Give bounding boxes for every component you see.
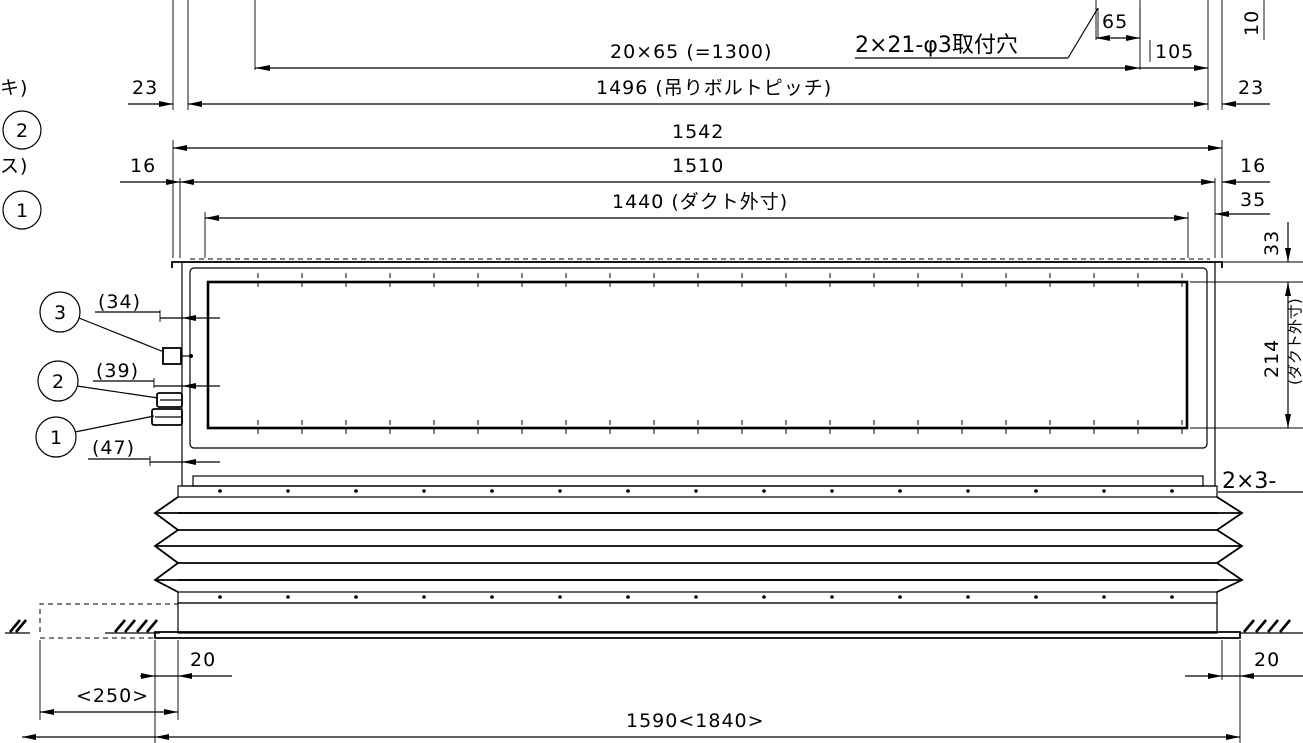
right-23-label: 23 [1238,77,1264,99]
hole-spacing-label: 65 [1102,11,1128,33]
left-23-label: 23 [132,77,158,99]
right-dimension-block: 33 214 (ダクト外寸) 2×3- [1190,222,1303,494]
d47-label: (47) [92,437,135,459]
holes-label: 2×21-φ3取付穴 [855,33,1018,58]
duct-outer-v-label: (ダクト外寸) [1286,298,1303,385]
rivet [558,489,562,493]
bolt-pitch-label: 1496 (吊りボルトピッチ) [596,77,832,99]
top-circle-1: 1 [16,200,29,222]
rivet [286,595,290,599]
left-16-label: 16 [130,155,156,177]
overall-width-label: 1590<1840> [626,710,765,732]
d250-label: <250> [76,685,149,707]
rivet [898,489,902,493]
unit-body [153,258,1244,639]
rivets-top [218,489,1174,493]
rivet [422,489,426,493]
callout-circle-3 [39,291,81,333]
rivet [1034,595,1038,599]
partial-top1: キ) [0,77,28,99]
callout-circle-1 [35,416,77,458]
rivet [218,595,222,599]
rivet [558,595,562,599]
bottom-right-20: 20 [1254,649,1280,671]
width-dimension-block: 1542 16 1510 16 1440 (ダクト外寸) 35 [120,121,1270,258]
top-dimension-block: 20×65 (=1300) 2×21-φ3取付穴 65 105 23 1496 … [128,0,1270,110]
partial-top2: ス) [0,155,28,177]
c2-label: 2 [52,371,65,393]
rivet [966,595,970,599]
top-circle-2: 2 [16,120,29,142]
d214-label: 214 [1261,339,1283,378]
rivet [898,595,902,599]
rivet [626,595,630,599]
d39-label: (39) [96,360,139,382]
d2x3-label: 2×3- [1222,469,1276,494]
rivet [354,595,358,599]
rivet [1170,595,1174,599]
rivet [1102,489,1106,493]
left-side-callouts: (34) (39) (47) 3 2 1 [35,291,220,466]
d34-label: (34) [98,291,141,313]
rivet [762,595,766,599]
duct-opening [206,280,1189,430]
bottom-dimension-block: 20 20 <250> 1590<1840> [22,640,1303,743]
right-10-label: 10 [1241,10,1263,36]
rivet [1034,489,1038,493]
fitting-3 [162,347,182,365]
rivet [830,595,834,599]
rivet [1170,489,1174,493]
rivet [762,489,766,493]
w1542-label: 1542 [672,121,724,143]
bellows [153,496,1244,593]
duct-outer-label: 1440 (ダクト外寸) [612,191,788,213]
edge-105-label: 105 [1155,41,1194,63]
rivet [626,489,630,493]
rivet [830,489,834,493]
rivet [354,489,358,493]
bottom-left-20: 20 [190,649,216,671]
pitch-dim-label: 20×65 (=1300) [610,41,772,63]
rivet [286,489,290,493]
rivet [422,595,426,599]
rivet [1102,595,1106,599]
c1-label: 1 [50,427,63,449]
rivet [694,595,698,599]
top-left-callouts: キ) 2 ス) 1 [0,77,42,230]
c3-label: 3 [54,302,67,324]
rivet [694,489,698,493]
callout-circle-2 [37,360,79,402]
rivet [490,489,494,493]
ceiling-hatch [5,603,1303,639]
d33-label: 33 [1261,230,1283,256]
rivet [218,489,222,493]
rivet [966,489,970,493]
right-16-label: 16 [1240,155,1266,177]
rivet [490,595,494,599]
w1510-label: 1510 [672,155,724,177]
right-35-label: 35 [1240,189,1266,211]
rivets-bottom [218,595,1174,599]
hole-marks [257,273,1183,436]
